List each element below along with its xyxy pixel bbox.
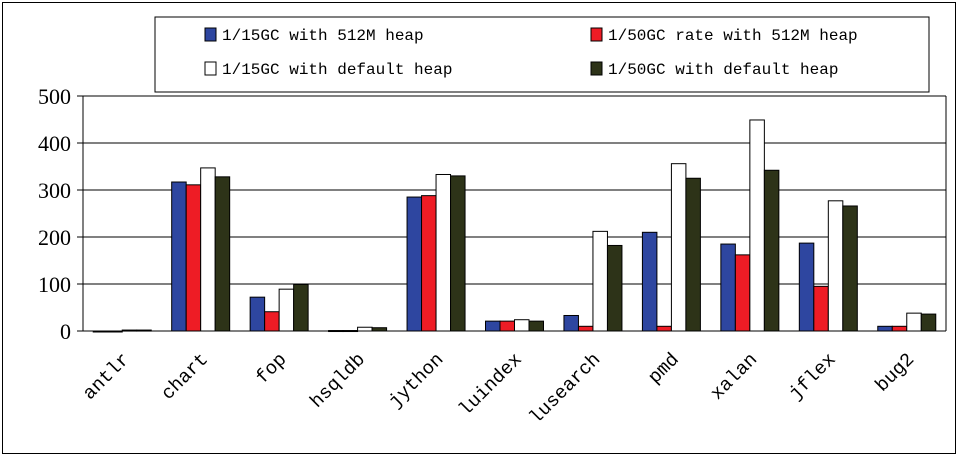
bar-xalan-series-3: [749, 119, 765, 332]
y-tick-label: 500: [38, 84, 71, 109]
legend-label-4: 1/50GC with default heap: [608, 61, 838, 79]
x-tick-label-antlr: antlr: [79, 349, 135, 405]
legend-box: [154, 16, 930, 93]
x-tick-label-chart: chart: [157, 349, 213, 405]
bar-jflex-series-3: [827, 200, 844, 332]
bar-jython-series-1: [406, 196, 423, 332]
x-axis-labels: antlr chart fop hsqldb jython luindexlusearch…: [79, 349, 919, 429]
bar-jflex-series-2: [813, 285, 829, 332]
x-tick-label-pmd: pmd: [644, 349, 684, 389]
y-tick-label: 0: [60, 319, 71, 344]
y-tick-label: 200: [38, 225, 71, 250]
x-tick-label-xalan: xalan: [706, 349, 762, 405]
bar-xalan-series-4: [763, 169, 780, 332]
bar-lusearch-series-2: [577, 325, 594, 332]
bar-fop-series-1: [249, 296, 266, 332]
bar-bug2-series-2: [891, 325, 908, 332]
y-tick-label: 400: [38, 131, 71, 156]
axes: [82, 96, 947, 332]
x-tick-label-fop: fop: [252, 349, 292, 389]
bar-bug2-series-3: [906, 312, 922, 332]
bar-luindex-series-2: [499, 320, 515, 332]
x-tick-label-jython: jython: [384, 349, 448, 413]
legend-label-3: 1/15GC with default heap: [222, 61, 452, 79]
legend-label-2: 1/50GC rate with 512M heap: [608, 27, 858, 45]
bar-fop-series-4: [293, 283, 309, 332]
bar-fop-series-2: [264, 311, 280, 332]
legend-swatch-3: [204, 61, 217, 76]
x-tick-label-luindex: luindex: [455, 349, 527, 421]
bar-luindex-series-4: [528, 320, 544, 332]
bar-pmd-series-1: [641, 231, 658, 332]
bar-xalan-series-1: [720, 243, 736, 332]
x-tick-label-jflex: jflex: [785, 349, 841, 405]
bar-jython-series-2: [421, 195, 437, 332]
bar-jflex-series-1: [798, 242, 815, 332]
bars: [92, 119, 937, 333]
bar-fop-series-3: [278, 288, 295, 332]
y-tick-label: 300: [38, 178, 71, 203]
bar-chart-series-1: [171, 181, 187, 332]
legend: 1/15GC with 512M heap 1/50GC rate with 51…: [154, 16, 930, 93]
bar-jython-series-3: [435, 173, 452, 332]
bar-chart-series-2: [185, 184, 202, 332]
bar-lusearch-series-3: [592, 230, 608, 332]
x-tick-label-hsqldb: hsqldb: [306, 349, 370, 413]
bar-hsqldb-series-3: [357, 326, 373, 332]
legend-label-1: 1/15GC with 512M heap: [222, 27, 424, 45]
bar-luindex-series-1: [485, 320, 501, 332]
bar-lusearch-series-4: [606, 244, 623, 332]
bar-bug2-series-1: [877, 325, 893, 332]
legend-swatch-1: [204, 27, 217, 42]
bar-pmd-series-4: [685, 177, 701, 332]
bar-bug2-series-4: [920, 313, 937, 332]
y-axis-ticks: 0 100 200 300 400 500: [38, 84, 83, 344]
bar-pmd-series-2: [656, 325, 672, 332]
bar-jflex-series-4: [842, 205, 858, 332]
x-tick-label-lusearch: lusearch: [525, 349, 605, 429]
bar-lusearch-series-1: [563, 314, 579, 332]
bar-pmd-series-3: [670, 163, 687, 332]
x-tick-label-bug2: bug2: [871, 349, 919, 397]
legend-swatch-2: [590, 27, 603, 42]
bar-jython-series-4: [450, 175, 466, 332]
bar-luindex-series-3: [514, 319, 530, 332]
legend-swatch-4: [590, 61, 603, 76]
y-tick-label: 100: [38, 272, 71, 297]
bar-chart-series-3: [200, 167, 216, 332]
bar-chart-series-4: [214, 176, 231, 332]
bar-xalan-series-2: [734, 254, 751, 332]
